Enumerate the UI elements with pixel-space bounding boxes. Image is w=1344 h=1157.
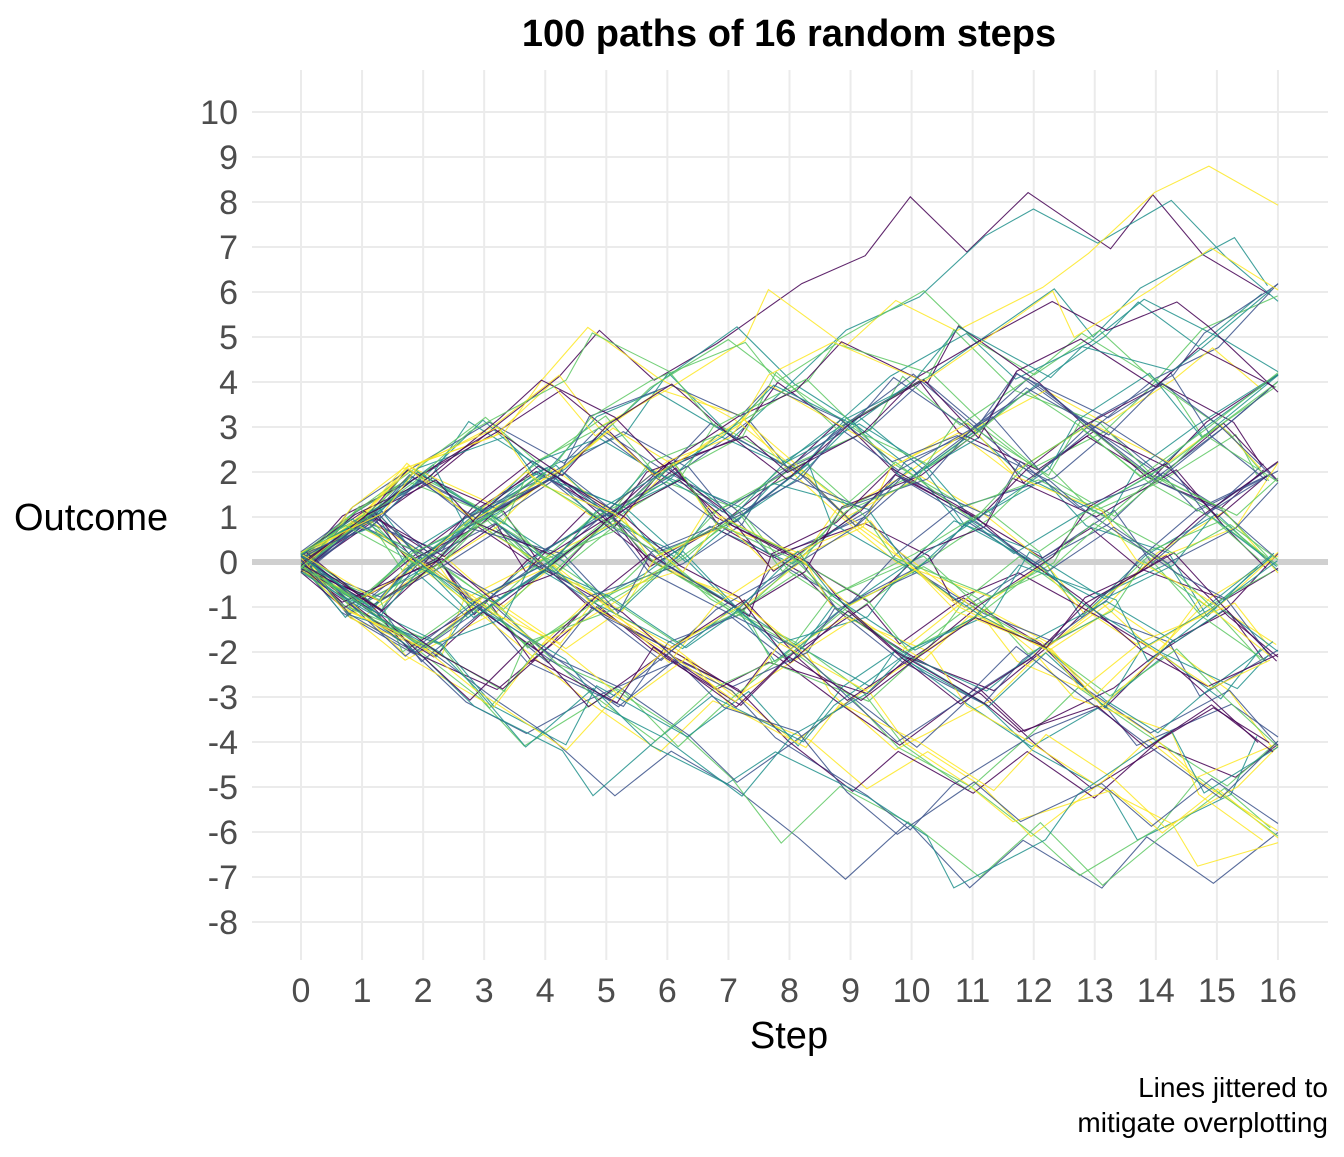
x-tick-label: 2 xyxy=(414,972,433,1010)
y-tick-label: 5 xyxy=(219,319,238,357)
x-tick-label: 12 xyxy=(1015,972,1053,1010)
caption-line-1: Lines jittered to xyxy=(1138,1072,1328,1103)
y-tick-label: 3 xyxy=(219,409,238,447)
walk-path-64 xyxy=(303,560,1272,742)
y-tick-label: 7 xyxy=(219,229,238,267)
walk-path-5 xyxy=(300,165,1279,566)
walk-path-98 xyxy=(300,550,1278,663)
y-tick-label: -4 xyxy=(208,724,238,762)
walk-path-48 xyxy=(300,374,1279,609)
walk-path-95 xyxy=(300,426,1270,708)
walk-path-76 xyxy=(303,300,1279,607)
gridlines xyxy=(252,70,1328,960)
walk-path-82 xyxy=(300,513,1279,799)
x-tick-label: 14 xyxy=(1137,972,1175,1010)
y-tick-label: 9 xyxy=(219,139,238,177)
walk-path-94 xyxy=(300,428,1260,601)
walk-path-88 xyxy=(300,571,1279,889)
x-tick-label: 1 xyxy=(353,972,372,1010)
walk-path-6 xyxy=(300,467,1279,790)
caption-line-2: mitigate overplotting xyxy=(1077,1107,1328,1138)
walk-path-31 xyxy=(300,469,1279,746)
y-tick-label: -2 xyxy=(208,634,238,672)
walk-path-67 xyxy=(304,384,1272,658)
random-walk-paths xyxy=(300,165,1279,889)
x-tick-label: 3 xyxy=(475,972,494,1010)
walk-path-50 xyxy=(303,557,1279,867)
walk-path-36 xyxy=(301,509,1259,743)
y-tick-label: 0 xyxy=(219,544,238,582)
y-tick-label: 2 xyxy=(219,454,238,492)
walk-path-99 xyxy=(300,478,1279,597)
walk-path-46 xyxy=(304,325,1279,649)
walk-path-39 xyxy=(300,328,1265,561)
walk-path-97 xyxy=(301,416,1264,556)
walk-path-71 xyxy=(303,379,1279,688)
walk-path-70 xyxy=(303,567,1279,829)
walk-path-79 xyxy=(300,341,1279,572)
walk-path-96 xyxy=(304,461,1279,708)
walk-path-4 xyxy=(303,562,1271,887)
y-tick-label: -5 xyxy=(208,769,238,807)
walk-path-2 xyxy=(300,550,1279,889)
x-tick-label: 7 xyxy=(719,972,738,1010)
walk-path-58 xyxy=(300,555,1273,797)
walk-path-85 xyxy=(304,247,1279,564)
x-tick-label: 0 xyxy=(292,972,311,1010)
walk-path-69 xyxy=(300,381,1279,653)
y-axis-ticks: -8 -7 -6 -5 -4 -3 -2 -1 0 1 2 3 4 5 6 7 8 9 10 xyxy=(200,94,238,942)
walk-path-72 xyxy=(301,373,1276,618)
walk-path-75 xyxy=(300,522,1279,839)
walk-path-87 xyxy=(301,476,1279,614)
walk-path-22 xyxy=(301,560,1279,831)
walk-path-78 xyxy=(300,462,1279,652)
x-tick-label: 13 xyxy=(1076,972,1114,1010)
y-tick-label: -6 xyxy=(208,814,238,852)
x-axis-title: Step xyxy=(750,1015,828,1057)
walk-path-49 xyxy=(300,338,1279,566)
x-tick-label: 15 xyxy=(1198,972,1236,1010)
walk-path-92 xyxy=(300,559,1279,835)
x-tick-label: 4 xyxy=(536,972,555,1010)
walk-path-26 xyxy=(300,554,1279,695)
y-tick-label: -1 xyxy=(208,589,238,627)
x-axis-ticks: 0 1 2 3 4 5 6 7 8 9 10 11 12 13 14 15 16 xyxy=(292,972,1297,1010)
walk-path-73 xyxy=(300,471,1269,690)
y-tick-label: -8 xyxy=(208,904,238,942)
x-tick-label: 9 xyxy=(841,972,860,1010)
walk-path-29 xyxy=(300,290,1270,569)
walk-path-30 xyxy=(300,508,1276,779)
chart-title: 100 paths of 16 random steps xyxy=(522,13,1056,55)
x-tick-label: 16 xyxy=(1259,972,1297,1010)
walk-path-59 xyxy=(300,480,1279,748)
walk-path-1 xyxy=(301,191,1271,567)
walk-path-52 xyxy=(303,283,1279,598)
walk-path-93 xyxy=(302,289,1272,619)
y-tick-label: -7 xyxy=(208,859,238,897)
walk-path-38 xyxy=(300,554,1261,748)
x-tick-label: 8 xyxy=(780,972,799,1010)
x-tick-label: 10 xyxy=(893,972,931,1010)
y-axis-title: Outcome xyxy=(14,497,168,539)
walk-path-66 xyxy=(304,463,1268,708)
walk-path-91 xyxy=(300,479,1274,753)
walk-path-23 xyxy=(302,467,1258,619)
x-tick-label: 11 xyxy=(955,972,990,1010)
y-tick-label: 4 xyxy=(219,364,238,402)
x-tick-label: 6 xyxy=(658,972,677,1010)
y-tick-label: 1 xyxy=(219,499,238,537)
y-tick-label: -3 xyxy=(208,679,238,717)
walk-path-57 xyxy=(300,384,1275,599)
y-tick-label: 8 xyxy=(219,184,238,222)
y-tick-label: 10 xyxy=(200,94,238,132)
y-tick-label: 6 xyxy=(219,274,238,312)
walk-path-83 xyxy=(300,516,1278,797)
walk-path-63 xyxy=(300,372,1279,563)
x-tick-label: 5 xyxy=(597,972,616,1010)
walk-path-54 xyxy=(304,509,1262,661)
walk-path-84 xyxy=(300,417,1279,649)
